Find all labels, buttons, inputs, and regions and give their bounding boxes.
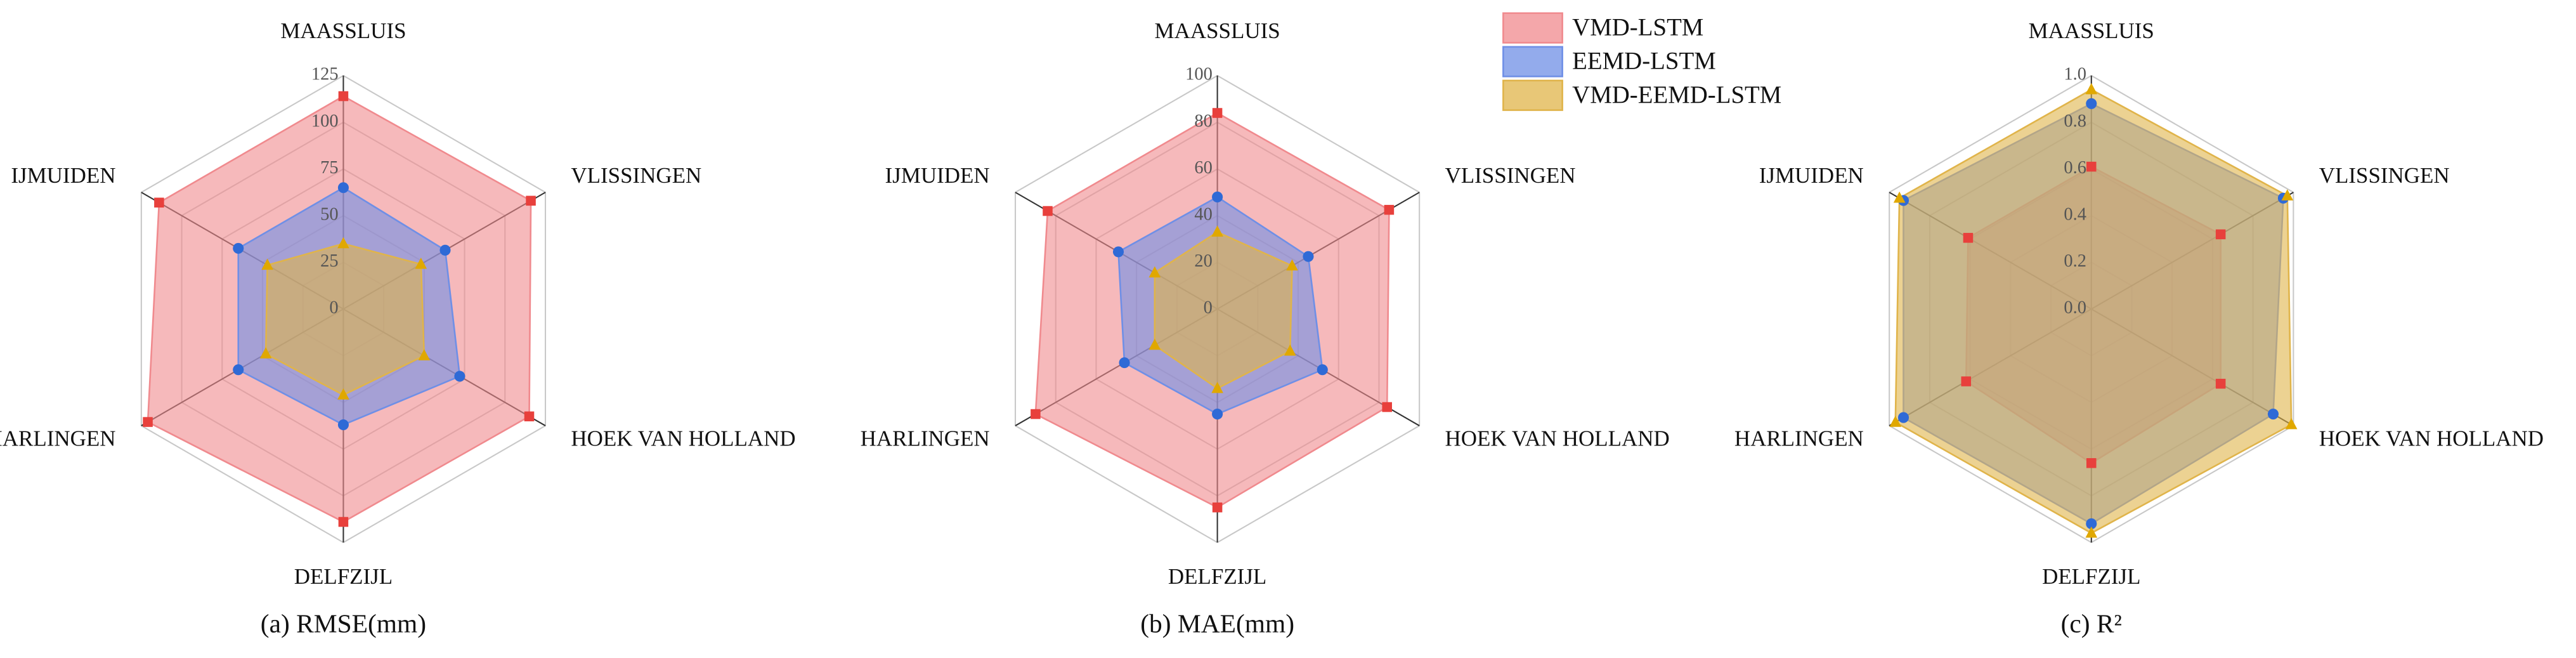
marker <box>259 347 272 359</box>
marker <box>1284 344 1296 356</box>
marker <box>2215 378 2226 389</box>
marker <box>524 411 535 422</box>
caption: (c) R² <box>2061 609 2122 639</box>
marker <box>1963 233 1974 243</box>
marker <box>337 419 349 431</box>
tick-label: 0 <box>329 298 338 318</box>
marker <box>2086 98 2097 109</box>
caption: (b) MAE(mm) <box>1140 609 1294 639</box>
marker <box>338 91 349 102</box>
marker <box>1212 108 1223 118</box>
category-label: MAASSLUIS <box>1155 18 1280 43</box>
marker <box>1119 357 1130 369</box>
tick-label: 75 <box>320 158 338 178</box>
marker <box>1112 246 1124 258</box>
marker <box>2086 518 2097 530</box>
tick-label: 80 <box>1194 111 1212 131</box>
tick-label: 125 <box>311 65 339 84</box>
legend-label: VMD-EEMD-LSTM <box>1572 81 1781 109</box>
tick-label: 100 <box>311 111 339 131</box>
tick-label: 1.0 <box>2064 65 2086 84</box>
category-label: IJMUIDEN <box>885 163 990 188</box>
marker <box>1031 409 1041 419</box>
legend-label: EEMD-LSTM <box>1572 48 1716 75</box>
tick-label: 0.0 <box>2064 298 2086 318</box>
tick-label: 50 <box>320 204 338 224</box>
marker <box>154 197 164 208</box>
category-label: MAASSLUIS <box>280 18 406 43</box>
marker <box>1382 402 1392 412</box>
marker <box>418 349 431 360</box>
marker <box>1889 416 1902 427</box>
marker <box>233 242 244 254</box>
category-label: HOEK VAN HOLLAND <box>1445 426 1670 451</box>
category-label: DELFZIJL <box>294 564 393 589</box>
legend-swatch <box>1502 12 1563 44</box>
marker <box>1893 191 1906 203</box>
category-label: HARLINGEN <box>0 426 115 451</box>
category-label: IJMUIDEN <box>1759 163 1864 188</box>
category-label: HARLINGEN <box>1734 426 1864 451</box>
caption: (a) RMSE(mm) <box>261 609 426 639</box>
category-label: DELFZIJL <box>1168 564 1266 589</box>
tick-label: 25 <box>320 251 338 271</box>
marker <box>337 182 349 194</box>
marker <box>337 237 349 249</box>
marker <box>526 195 536 206</box>
tick-label: 0.8 <box>2064 111 2086 131</box>
marker <box>1961 376 1972 386</box>
tick-label: 40 <box>1194 204 1212 224</box>
category-label: VLISSINGEN <box>1445 163 1576 188</box>
category-label: HARLINGEN <box>861 426 990 451</box>
marker <box>2215 229 2226 240</box>
marker <box>1317 364 1328 376</box>
marker <box>337 388 349 400</box>
marker <box>1148 338 1161 350</box>
marker <box>2086 161 2097 172</box>
tick-label: 0.4 <box>2064 204 2086 224</box>
category-label: HOEK VAN HOLLAND <box>571 426 795 451</box>
marker <box>1384 204 1395 215</box>
marker <box>261 258 273 270</box>
marker <box>1212 502 1223 513</box>
tick-label: 0.6 <box>2064 158 2086 178</box>
marker <box>1212 191 1223 203</box>
marker <box>1303 251 1314 262</box>
marker <box>415 258 427 269</box>
tick-label: 60 <box>1194 158 1212 178</box>
category-label: HOEK VAN HOLLAND <box>2319 426 2544 451</box>
category-label: VLISSINGEN <box>571 163 701 188</box>
marker <box>1043 206 1053 216</box>
marker <box>1211 225 1223 237</box>
marker <box>454 371 465 382</box>
marker <box>233 364 244 376</box>
legend-swatch <box>1502 79 1563 111</box>
marker <box>1212 409 1223 420</box>
marker <box>338 517 349 527</box>
tick-label: 20 <box>1194 251 1212 271</box>
marker <box>2085 526 2098 538</box>
legend-swatch <box>1502 46 1563 77</box>
marker <box>2267 409 2279 420</box>
marker <box>439 244 451 256</box>
marker <box>1211 381 1223 393</box>
tick-label: 0.2 <box>2064 251 2086 271</box>
category-label: DELFZIJL <box>2042 564 2140 589</box>
marker <box>2086 458 2097 468</box>
marker <box>1286 259 1298 271</box>
marker <box>2285 418 2298 430</box>
marker <box>2085 82 2098 95</box>
tick-label: 100 <box>1185 65 1213 84</box>
category-label: IJMUIDEN <box>11 163 115 188</box>
marker <box>1148 266 1161 278</box>
category-label: VLISSINGEN <box>2319 163 2450 188</box>
category-label: MAASSLUIS <box>2029 18 2154 43</box>
marker <box>143 417 153 427</box>
marker <box>1897 412 1909 423</box>
marker <box>2281 189 2294 201</box>
tick-label: 0 <box>1204 298 1213 318</box>
legend-label: VMD-LSTM <box>1572 14 1703 41</box>
